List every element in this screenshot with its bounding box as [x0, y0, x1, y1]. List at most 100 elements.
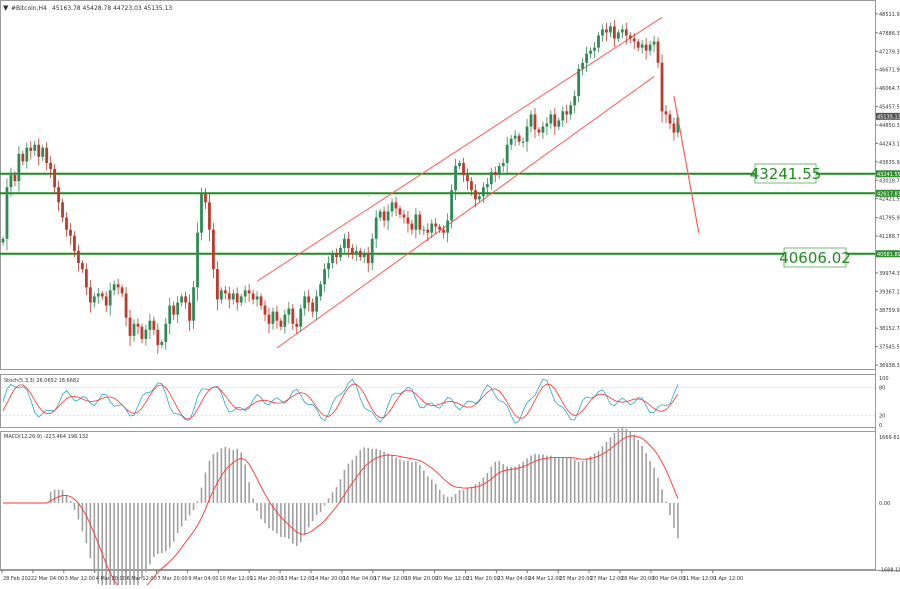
candle-body[interactable] [466, 175, 469, 182]
candle-body[interactable] [585, 53, 588, 63]
candle-body[interactable] [33, 144, 37, 151]
candle-body[interactable] [192, 287, 195, 321]
candle-body[interactable] [474, 190, 477, 200]
candle-body[interactable] [406, 217, 410, 224]
candle-body[interactable] [672, 123, 676, 133]
candle-body[interactable] [569, 105, 573, 115]
candle-body[interactable] [549, 114, 553, 124]
candle-body[interactable] [116, 284, 120, 288]
candle-body[interactable] [533, 114, 537, 130]
candle-body[interactable] [605, 29, 608, 33]
candle-body[interactable] [152, 320, 156, 330]
candle-body[interactable] [489, 172, 493, 185]
candle-body[interactable] [652, 41, 656, 45]
candle-body[interactable] [307, 296, 311, 303]
candle-body[interactable] [557, 120, 561, 127]
candle-body[interactable] [81, 263, 84, 270]
candle-body[interactable] [335, 253, 338, 257]
candle-body[interactable] [668, 114, 672, 124]
channel-upper-line[interactable] [256, 16, 663, 282]
candle-body[interactable] [88, 287, 92, 303]
candle-body[interactable] [84, 269, 88, 288]
candle-body[interactable] [450, 190, 454, 221]
candle-body[interactable] [275, 311, 279, 321]
candle-body[interactable] [462, 162, 465, 176]
candle-body[interactable] [343, 238, 346, 248]
candle-body[interactable] [100, 293, 104, 297]
candle-body[interactable] [454, 165, 457, 191]
candle-body[interactable] [61, 202, 64, 218]
candle-body[interactable] [541, 126, 545, 133]
candle-body[interactable] [180, 296, 184, 303]
candle-body[interactable] [470, 181, 473, 191]
candle-body[interactable] [73, 235, 76, 251]
candle-body[interactable] [92, 296, 96, 303]
candle-body[interactable] [200, 193, 203, 233]
horizontal-levels[interactable]: 43241.55 42617.83 40581.89 [0, 170, 900, 258]
candle-body[interactable] [303, 296, 307, 309]
candle-body[interactable] [636, 41, 640, 48]
candle-body[interactable] [354, 250, 358, 254]
candle-body[interactable] [362, 253, 366, 257]
candle-body[interactable] [581, 62, 585, 69]
main-panel[interactable] [0, 0, 876, 370]
candle-body[interactable] [545, 123, 549, 127]
candle-body[interactable] [267, 314, 271, 324]
candle-body[interactable] [45, 147, 49, 163]
candle-body[interactable] [128, 317, 132, 336]
candle-body[interactable] [164, 323, 168, 342]
candle-body[interactable] [640, 44, 644, 48]
candle-body[interactable] [259, 296, 263, 306]
macd-panel[interactable] [0, 431, 876, 570]
candle-body[interactable] [430, 223, 434, 233]
candle-body[interactable] [287, 308, 291, 315]
candle-body[interactable] [660, 62, 664, 112]
candle-body[interactable] [215, 269, 219, 300]
candle-body[interactable] [9, 175, 13, 188]
candle-body[interactable] [108, 290, 112, 306]
candle-body[interactable] [13, 175, 17, 182]
candle-body[interactable] [120, 287, 124, 294]
candle-body[interactable] [609, 26, 612, 33]
candle-body[interactable] [283, 314, 287, 327]
candle-body[interactable] [501, 162, 505, 166]
candle-body[interactable] [513, 135, 517, 139]
candle-body[interactable] [239, 296, 243, 303]
candle-series[interactable] [1, 20, 680, 354]
candle-body[interactable] [331, 253, 334, 264]
candle-body[interactable] [227, 293, 231, 300]
candle-body[interactable] [573, 96, 577, 106]
candle-body[interactable] [77, 250, 80, 264]
candle-body[interactable] [553, 114, 557, 127]
candle-body[interactable] [184, 296, 188, 303]
candle-body[interactable] [597, 35, 600, 48]
candle-body[interactable] [458, 162, 461, 166]
candle-body[interactable] [418, 214, 422, 230]
candle-body[interactable] [529, 114, 533, 127]
candle-body[interactable] [485, 184, 489, 188]
candle-body[interactable] [327, 263, 330, 270]
candle-body[interactable] [204, 193, 207, 203]
candle-body[interactable] [521, 141, 525, 143]
candle-body[interactable] [656, 41, 660, 63]
candle-body[interactable] [612, 26, 616, 39]
candle-body[interactable] [188, 302, 191, 321]
candle-body[interactable] [69, 229, 72, 236]
stoch-panel[interactable] [0, 374, 876, 428]
candle-body[interactable] [378, 211, 382, 218]
candle-body[interactable] [382, 211, 386, 221]
candle-body[interactable] [148, 320, 152, 330]
candle-body[interactable] [398, 208, 402, 215]
candle-body[interactable] [291, 308, 295, 324]
candle-body[interactable] [299, 308, 303, 327]
candle-body[interactable] [208, 202, 211, 230]
trend-channel[interactable] [256, 16, 663, 349]
candle-body[interactable] [505, 144, 509, 163]
candle-body[interactable] [589, 50, 592, 54]
candle-body[interactable] [386, 211, 390, 221]
candle-body[interactable] [601, 29, 604, 36]
candle-body[interactable] [438, 226, 442, 230]
stochastic-indicator[interactable]: 100 80 20 0 [1, 376, 889, 429]
candle-body[interactable] [537, 129, 541, 133]
candle-body[interactable] [394, 202, 398, 209]
